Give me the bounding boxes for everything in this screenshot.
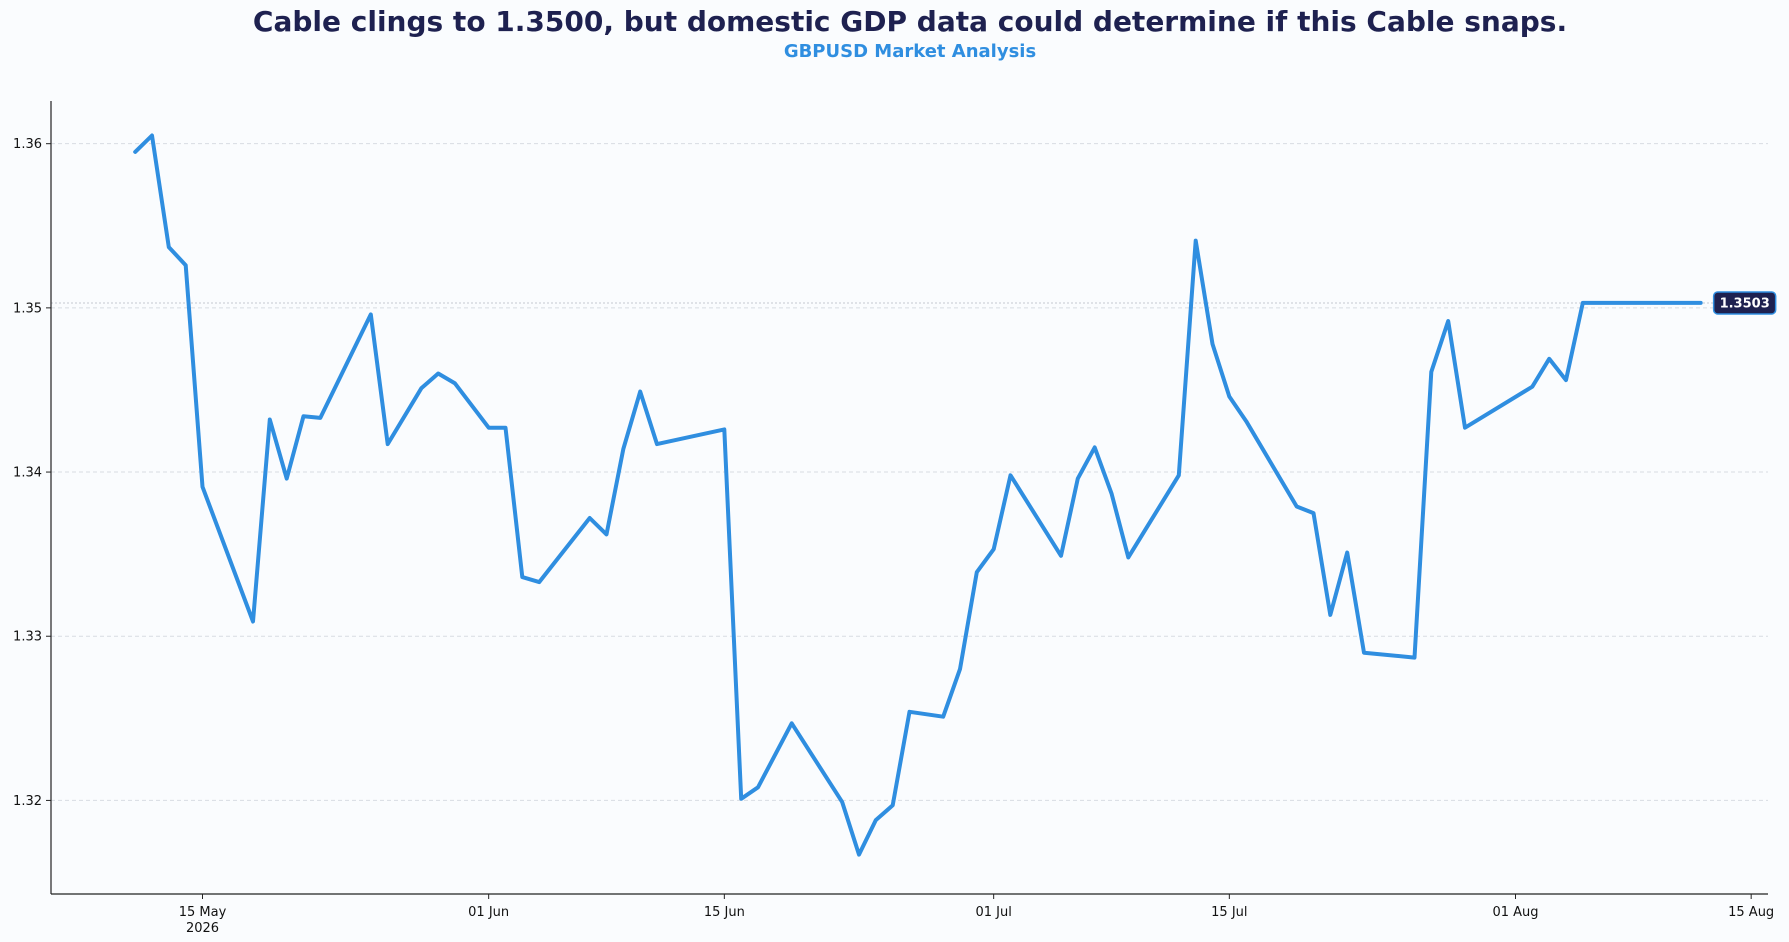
x-tick-label: 15 Aug [1728, 905, 1774, 920]
last-value-badge: 1.3503 [1712, 291, 1777, 315]
chart-subtitle: GBPUSD Market Analysis [783, 41, 1037, 62]
series-layer [133, 133, 1703, 857]
last-value-badge-box [1712, 291, 1777, 315]
chart-title: Cable clings to 1.3500, but domestic GDP… [252, 5, 1568, 38]
y-tick-label: 1.36 [13, 137, 42, 152]
y-tick-label: 1.33 [13, 630, 42, 645]
x-tick-label: 15 Jun [704, 905, 745, 920]
y-tick-label: 1.32 [13, 794, 42, 809]
x-tick-label: 15 Jul [1211, 905, 1247, 920]
x-tick-label: 01 Aug [1492, 905, 1538, 920]
series-line-0 [133, 133, 1703, 857]
x-tick-label: 15 May [179, 905, 227, 920]
grid-lines [51, 143, 1768, 801]
x-tick-label: 01 Jun [468, 905, 509, 920]
y-tick-label: 1.34 [13, 466, 42, 481]
x-tick-sublabel: 2026 [186, 921, 219, 936]
x-tick-label: 01 Jul [975, 905, 1011, 920]
y-tick-label: 1.35 [13, 301, 42, 316]
last-value-label: 1.3503 [1720, 296, 1770, 311]
